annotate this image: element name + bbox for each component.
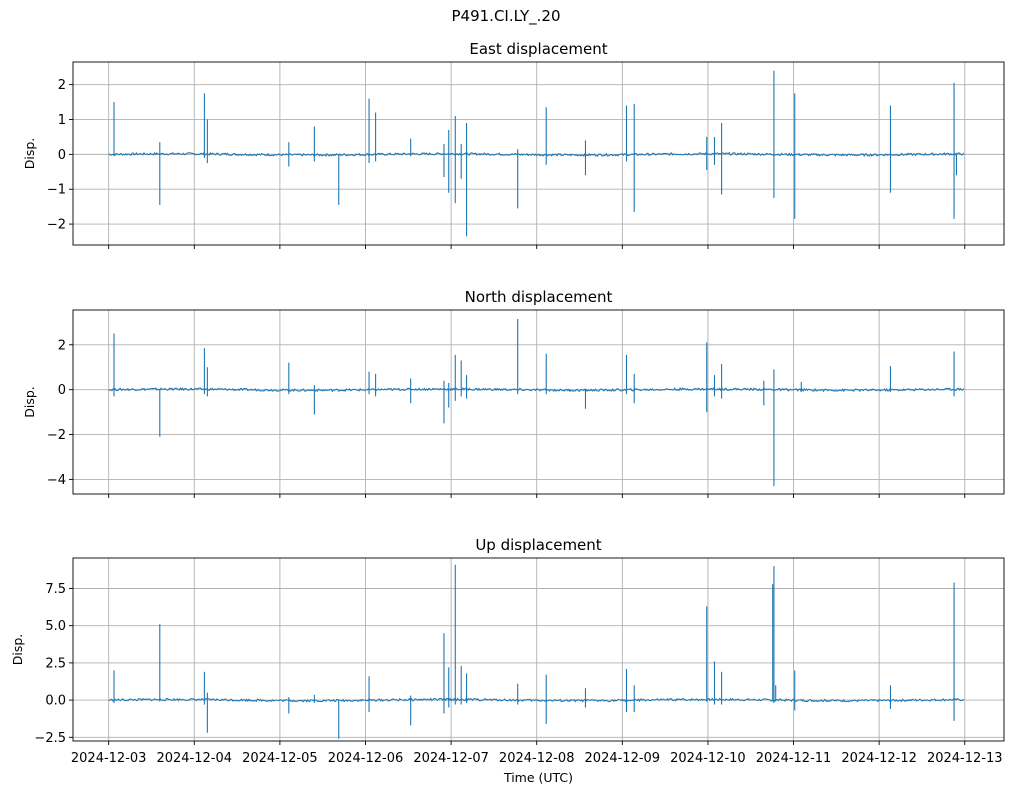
y-tick-label: −2 [47, 428, 66, 443]
x-axis-label: Time (UTC) [503, 770, 573, 785]
x-tick-label: 2024-12-05 [242, 751, 318, 766]
subplot-3: Up displacement 7.5 5.0 2.5 0.0 −2.5 Disp. 2024… [10, 536, 1005, 785]
y-tick-label: 1 [58, 113, 66, 128]
y-tick-label: 0 [58, 148, 66, 163]
subplot-title: North displacement [465, 288, 613, 306]
subplot-1: East displacement 2 1 0 −1 −2 Disp. [22, 40, 1005, 249]
series-baseline [108, 697, 965, 703]
axes-frame [72, 61, 1005, 246]
subplot-title: East displacement [469, 40, 607, 58]
x-tick-label: 2024-12-11 [756, 751, 832, 766]
y-tick-label: 0.0 [45, 694, 66, 709]
y-tick-label: −2.5 [34, 731, 66, 746]
y-tick-label: 0 [58, 383, 66, 398]
y-axis-label: Disp. [22, 386, 37, 418]
axes-frame [72, 557, 1005, 742]
y-tick-label: −1 [47, 183, 66, 198]
x-tick-label: 2024-12-10 [670, 751, 746, 766]
y-tick-label: 2 [58, 78, 66, 93]
y-tick-label: 2 [58, 338, 66, 353]
subplot-2: North displacement 2 0 −2 −4 Disp. [22, 288, 1005, 498]
y-tick-label: 5.0 [45, 619, 66, 634]
x-tick-label: 2024-12-13 [927, 751, 1003, 766]
x-tick-label: 2024-12-03 [71, 751, 147, 766]
axes-frame [72, 309, 1005, 495]
x-tick-label: 2024-12-08 [499, 751, 575, 766]
series-line [108, 70, 965, 237]
x-tick-label: 2024-12-12 [841, 751, 917, 766]
series-baseline [108, 386, 965, 393]
y-tick-label: −4 [47, 473, 66, 488]
subplot-title: Up displacement [475, 536, 601, 554]
figure-suptitle: P491.CI.LY_.20 [451, 7, 561, 25]
y-tick-label: −2 [47, 218, 66, 233]
y-tick-label: 7.5 [45, 582, 66, 597]
x-tick-label: 2024-12-09 [585, 751, 661, 766]
x-tick-label: 2024-12-04 [156, 751, 232, 766]
y-tick-label: 2.5 [45, 656, 66, 671]
series-line [108, 564, 965, 739]
series-baseline [108, 151, 965, 158]
x-tick-label: 2024-12-06 [328, 751, 404, 766]
series-line [108, 318, 965, 487]
y-axis-label: Disp. [10, 634, 25, 666]
x-tick-label: 2024-12-07 [413, 751, 489, 766]
y-axis-label: Disp. [22, 138, 37, 170]
